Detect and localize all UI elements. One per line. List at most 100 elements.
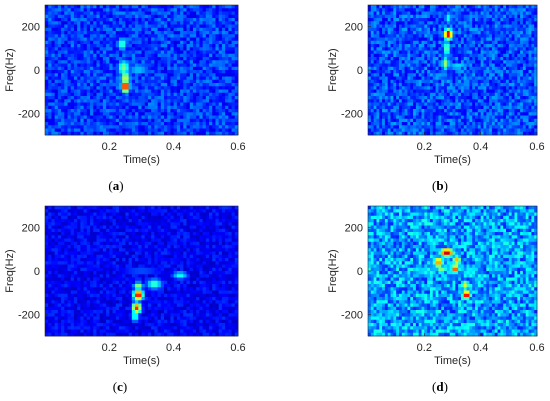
heatmap-cell bbox=[70, 73, 75, 77]
heatmap-cell bbox=[483, 21, 487, 25]
heatmap-cell bbox=[73, 63, 78, 68]
heatmap-cell bbox=[154, 8, 158, 12]
heatmap-cell bbox=[429, 40, 434, 45]
heatmap-cell bbox=[368, 66, 372, 71]
heatmap-cell bbox=[205, 24, 210, 29]
heatmap-cell bbox=[57, 73, 62, 77]
heatmap-cell bbox=[382, 53, 386, 58]
heatmap-cell bbox=[452, 118, 456, 123]
heatmap-cell bbox=[106, 14, 110, 19]
heatmap-cell bbox=[212, 21, 216, 25]
heatmap-cell bbox=[57, 24, 62, 29]
x-axis-label: Time(s) bbox=[434, 154, 471, 166]
heatmap-cell bbox=[387, 31, 391, 35]
heatmap-cell bbox=[441, 86, 445, 90]
heatmap-cell bbox=[48, 212, 52, 217]
heatmap-cell bbox=[138, 125, 142, 129]
heatmap-cell bbox=[115, 125, 120, 129]
heatmap-cell bbox=[128, 92, 133, 97]
heatmap-cell bbox=[128, 40, 133, 45]
heatmap-cell bbox=[435, 125, 439, 129]
heatmap-cell bbox=[494, 5, 498, 9]
heatmap-cell bbox=[511, 8, 515, 12]
heatmap-cell bbox=[379, 122, 383, 126]
heatmap-cell bbox=[415, 92, 420, 97]
heatmap-cell bbox=[225, 109, 229, 113]
heatmap-cell bbox=[102, 60, 107, 64]
heatmap-cell bbox=[370, 131, 375, 136]
heatmap-cell bbox=[398, 92, 403, 97]
heatmap-cell bbox=[48, 306, 52, 311]
heatmap-cell bbox=[500, 118, 504, 123]
heatmap-cell bbox=[109, 131, 113, 136]
heatmap-cell bbox=[170, 86, 175, 90]
heatmap-cell bbox=[64, 60, 68, 64]
heatmap-cell bbox=[212, 34, 216, 38]
heatmap-cell bbox=[421, 40, 425, 45]
heatmap-cell bbox=[376, 105, 380, 110]
heatmap-cell bbox=[221, 79, 226, 84]
heatmap-cell bbox=[421, 99, 425, 103]
heatmap-cell bbox=[106, 92, 110, 97]
heatmap-cell bbox=[73, 105, 78, 110]
heatmap-cell bbox=[449, 125, 453, 129]
heatmap-cell bbox=[45, 277, 49, 282]
heatmap-cell bbox=[469, 21, 473, 25]
heatmap-cell bbox=[449, 102, 453, 107]
heatmap-cell bbox=[432, 128, 436, 133]
heatmap-cell bbox=[99, 11, 104, 16]
heatmap-cell bbox=[463, 89, 467, 94]
heatmap-cell bbox=[407, 96, 411, 100]
heatmap-cell bbox=[486, 8, 490, 12]
heatmap-cell bbox=[514, 131, 518, 136]
heatmap-cell bbox=[387, 73, 391, 77]
heatmap-cell bbox=[154, 92, 158, 97]
heatmap-cell bbox=[449, 96, 453, 100]
heatmap-cell bbox=[460, 131, 465, 136]
heatmap-cell bbox=[508, 66, 513, 71]
heatmap-cell bbox=[511, 44, 515, 48]
heatmap-cell bbox=[503, 79, 507, 84]
heatmap-cell bbox=[212, 112, 216, 116]
heatmap-cell bbox=[67, 83, 72, 87]
heatmap-cell bbox=[135, 44, 139, 48]
heatmap-cell bbox=[387, 76, 391, 81]
heatmap-cell bbox=[157, 44, 162, 48]
heatmap-cell bbox=[199, 131, 204, 136]
heatmap-cell bbox=[106, 118, 110, 123]
heatmap-cell bbox=[483, 73, 487, 77]
heatmap-cell bbox=[118, 34, 123, 38]
heatmap-cell bbox=[48, 251, 52, 256]
heatmap-cell bbox=[517, 50, 521, 55]
heatmap-cell bbox=[164, 18, 168, 22]
heatmap-cell bbox=[196, 109, 200, 113]
heatmap-cell bbox=[407, 11, 411, 16]
heatmap-cell bbox=[77, 89, 81, 94]
heatmap-cell bbox=[167, 96, 171, 100]
heatmap-cell bbox=[118, 37, 123, 42]
heatmap-cell bbox=[67, 105, 72, 110]
heatmap-cell bbox=[435, 118, 439, 123]
heatmap-cell bbox=[112, 50, 117, 55]
heatmap-cell bbox=[205, 118, 210, 123]
heatmap-cell bbox=[446, 70, 451, 74]
heatmap-cell bbox=[404, 128, 408, 133]
heatmap-cell bbox=[67, 5, 72, 9]
heatmap-cell bbox=[472, 44, 476, 48]
heatmap-cell bbox=[401, 76, 406, 81]
heatmap-cell bbox=[180, 24, 184, 29]
heatmap-cell bbox=[525, 57, 529, 61]
heatmap-cell bbox=[460, 73, 465, 77]
heatmap-cell bbox=[144, 34, 149, 38]
heatmap-cell bbox=[494, 50, 498, 55]
heatmap-cell bbox=[511, 109, 515, 113]
heatmap-cell bbox=[472, 83, 476, 87]
heatmap-cell bbox=[147, 115, 152, 120]
heatmap-cell bbox=[528, 79, 532, 84]
heatmap-cell bbox=[144, 31, 149, 35]
heatmap-cell bbox=[376, 53, 380, 58]
heatmap-cell bbox=[51, 245, 56, 249]
heatmap-cell bbox=[218, 8, 223, 12]
heatmap-cell bbox=[477, 96, 482, 100]
heatmap-cell bbox=[228, 89, 232, 94]
